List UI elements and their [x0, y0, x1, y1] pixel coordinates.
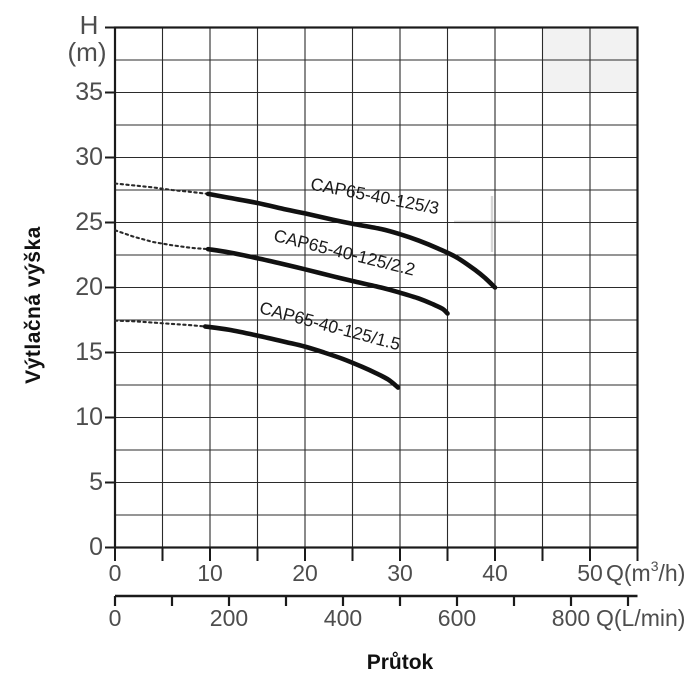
x-tick-label: 0 [109, 560, 122, 586]
y-tick-label: 30 [75, 143, 103, 171]
secondary-x-tick-label: 600 [438, 605, 476, 631]
x-tick-label: 20 [292, 560, 318, 586]
y-axis-title: Výtlačná výška [22, 226, 45, 384]
pump-curve [205, 191, 498, 290]
secondary-x-tick-label: 200 [210, 605, 248, 631]
secondary-x-tick-label: 0 [109, 605, 122, 631]
secondary-x-axis-unit-label: Q(L/min) [596, 605, 685, 631]
curve-label: CAP65-40-125/1.5 [257, 297, 402, 354]
y-tick-label: 10 [75, 403, 103, 431]
x-tick-label: 10 [197, 560, 223, 586]
x-axis-title: Průtok [366, 651, 434, 674]
curve-dotted-segment [113, 182, 210, 195]
secondary-x-tick-label: 800 [552, 605, 590, 631]
y-tick-label: 20 [75, 273, 103, 301]
x-axis-unit-label: Q(m3/h) [606, 558, 685, 586]
pump-curve [202, 324, 401, 390]
y-axis-unit-m: (m) [68, 37, 107, 67]
y-tick-label: 5 [89, 468, 103, 496]
y-tick-label: 0 [89, 533, 103, 561]
x-tick-label: 50 [577, 560, 603, 586]
pump-curve [205, 246, 450, 316]
curve-label: CAP65-40-125/3 [309, 174, 441, 219]
curve-dotted-segment [113, 319, 207, 328]
x-tick-label: 40 [482, 560, 508, 586]
y-tick-label: 35 [75, 78, 103, 106]
curve-dotted-segment [113, 229, 210, 251]
y-tick-label: 25 [75, 208, 103, 236]
secondary-x-tick-label: 400 [324, 605, 362, 631]
y-axis-unit-h: H [80, 10, 99, 40]
x-tick-label: 30 [387, 560, 413, 586]
y-tick-label: 15 [75, 338, 103, 366]
